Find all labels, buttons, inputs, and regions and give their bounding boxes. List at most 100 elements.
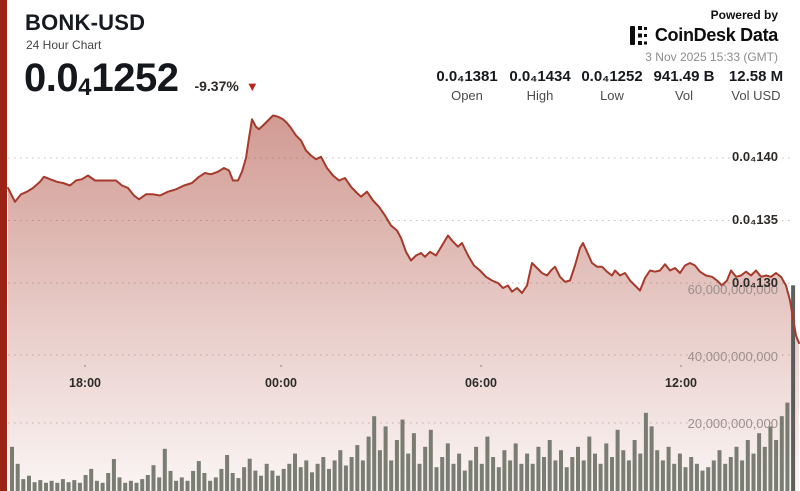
stat-high-label: High (526, 88, 554, 103)
volume-bar (694, 463, 699, 491)
volume-bar (559, 450, 563, 491)
price-area (8, 115, 799, 491)
volume-bar (242, 467, 247, 491)
accent-strip (0, 0, 7, 491)
volume-bar (564, 467, 569, 491)
volume-bar (643, 412, 648, 491)
volume-bar (219, 468, 224, 491)
volume-bar (717, 450, 722, 491)
volume-bar (145, 475, 150, 491)
coindesk-data-link[interactable]: CoinDesk Data (629, 25, 778, 46)
volume-bar (208, 480, 213, 491)
volume-bar (366, 436, 371, 491)
volume-bar (570, 457, 575, 491)
volume-bar (791, 285, 796, 491)
volume-bar (496, 467, 501, 491)
volume-bar (553, 460, 558, 491)
volume-bar (225, 455, 230, 491)
volume-bar (508, 460, 513, 491)
volume-bar (27, 475, 31, 491)
volume-bar (83, 475, 88, 491)
price-line (7, 114, 800, 344)
volume-axis-label-40b: 40,000,000,000 (687, 349, 778, 364)
coindesk-data-label: CoinDesk Data (654, 25, 778, 45)
volume-bar (434, 467, 439, 491)
volume-bar (768, 426, 773, 491)
volume-bar (111, 459, 116, 491)
volume-bar (293, 453, 297, 491)
volume-bar (626, 460, 631, 491)
volume-bar (343, 465, 348, 491)
volume-bar (15, 463, 20, 491)
stat-vol-usd: 12.58 M Vol USD (701, 68, 800, 103)
volume-bar (593, 453, 597, 491)
volume-bar (276, 475, 280, 491)
volume-bar (411, 433, 416, 491)
volume-bar (321, 457, 326, 491)
volume-bar (587, 436, 592, 491)
volume-bar (728, 457, 733, 491)
volume-axis-label-20b: 20,000,000,000 (687, 416, 778, 431)
coindesk-logo-icon (629, 26, 647, 45)
volume-bar (287, 463, 292, 491)
volume-bar (21, 479, 26, 491)
volume-bar (513, 443, 518, 491)
volume-bar (394, 440, 399, 491)
volume-bar (281, 468, 286, 491)
price-axis-label-140: 0.0₄140 (732, 149, 778, 164)
volume-bar (423, 446, 428, 491)
volume-bar (191, 470, 196, 491)
volume-bar (383, 426, 388, 491)
volume-bar (649, 426, 654, 491)
volume-bar (338, 450, 343, 491)
volume-bar (428, 429, 433, 491)
chart-timestamp: 3 Nov 2025 15:33 (GMT) (645, 50, 778, 64)
volume-bar (774, 440, 779, 491)
volume-axis-label-60b: 60,000,000,000 (687, 282, 778, 297)
volume-bar (236, 478, 241, 491)
stat-vol-label: Vol (674, 88, 694, 103)
volume-bar (406, 453, 411, 491)
stat-vol-usd-label: Vol USD (731, 88, 781, 103)
volume-bar (332, 460, 337, 491)
x-axis-label-1200: 12:00 (665, 376, 697, 390)
volume-bar (581, 460, 586, 491)
volume-bar (38, 480, 43, 491)
volume-bar (100, 482, 105, 491)
volume-bar (734, 446, 739, 491)
pair-title: BONK-USD (25, 10, 146, 35)
volume-bar (491, 457, 496, 491)
volume-bar (355, 445, 360, 491)
volume-bar (168, 470, 173, 491)
volume-bar (315, 463, 320, 491)
volume-bar (140, 479, 145, 491)
last-price: 0.041252 (24, 56, 179, 101)
price-axis-label-130: 0.0₄130 (732, 275, 778, 290)
volume-bar (44, 482, 48, 491)
volume-bar (253, 470, 258, 491)
volume-bar (55, 482, 60, 491)
volume-bar (66, 482, 71, 491)
volume-bar (751, 453, 756, 491)
down-arrow-icon: ▼ (245, 79, 259, 94)
volume-bar (49, 480, 54, 491)
stat-high: 0.0₄1434 High (485, 68, 595, 103)
volume-bar (530, 463, 535, 491)
stat-low-label: Low (600, 88, 624, 103)
volume-bar (134, 482, 139, 491)
volume-bar (677, 453, 682, 491)
volume-bar (327, 468, 331, 491)
volume-bar (304, 460, 309, 491)
stat-open-value: 0.0₄1381 (436, 68, 498, 85)
volume-bar (485, 436, 490, 491)
volume-bar (479, 463, 484, 491)
volume-bar (468, 460, 473, 491)
volume-bar (77, 482, 82, 491)
stat-high-value: 0.0₄1434 (509, 68, 571, 85)
volume-bar (762, 446, 767, 491)
volume-bar (372, 416, 377, 491)
volume-bar (349, 457, 354, 491)
volume-bar (270, 470, 275, 491)
x-tick-dot (84, 365, 86, 367)
volume-bar (621, 450, 626, 491)
